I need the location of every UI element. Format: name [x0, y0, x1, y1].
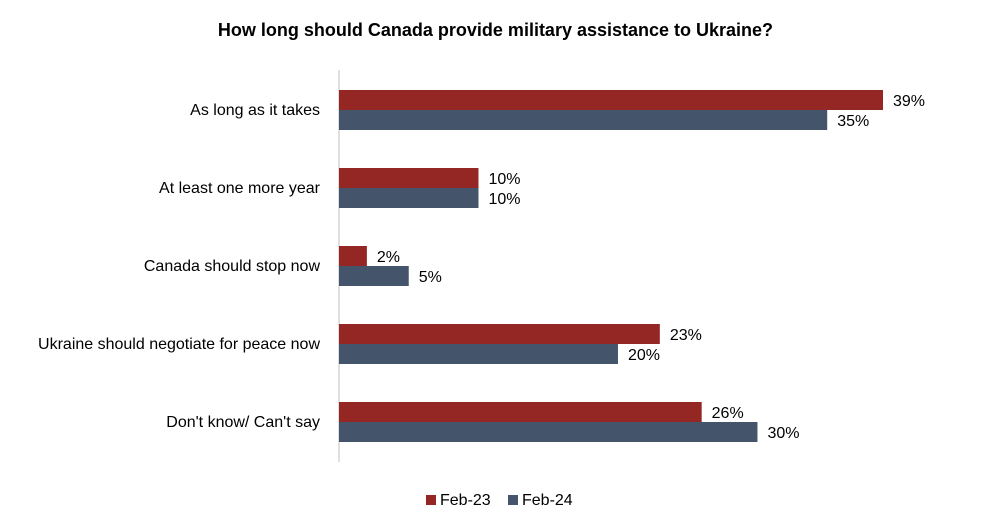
data-label: 39%: [893, 93, 925, 110]
bar-feb-23: [339, 402, 702, 422]
category-label: At least one more year: [159, 180, 321, 197]
data-label: 35%: [837, 113, 869, 130]
bar-feb-24: [339, 266, 409, 286]
category-label: Canada should stop now: [144, 258, 321, 275]
category-label: Don't know/ Can't say: [166, 414, 320, 431]
data-label: 5%: [419, 269, 442, 286]
bar-feb-24: [339, 344, 618, 364]
bar-feb-23: [339, 90, 883, 110]
data-label: 10%: [488, 171, 520, 188]
bar-feb-24: [339, 422, 758, 442]
bar-feb-24: [339, 188, 479, 208]
bar-feb-23: [339, 168, 479, 188]
bar-feb-23: [339, 246, 367, 266]
bar-feb-23: [339, 324, 660, 344]
legend-swatch: [426, 495, 436, 505]
data-label: 26%: [712, 405, 744, 422]
category-label: As long as it takes: [190, 102, 320, 119]
bar-feb-24: [339, 110, 828, 130]
data-label: 23%: [670, 327, 702, 344]
chart-title: How long should Canada provide military …: [217, 20, 774, 40]
data-label: 30%: [767, 425, 799, 442]
data-label: 2%: [377, 249, 400, 266]
data-label: 20%: [628, 347, 660, 364]
legend-label: Feb-23: [440, 492, 491, 509]
legend-label: Feb-24: [522, 492, 573, 509]
legend-swatch: [508, 495, 518, 505]
data-label: 10%: [488, 191, 520, 208]
category-label: Ukraine should negotiate for peace now: [38, 336, 320, 353]
